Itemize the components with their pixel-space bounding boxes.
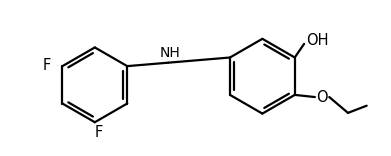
Text: F: F — [43, 58, 51, 73]
Text: F: F — [94, 125, 102, 140]
Text: NH: NH — [160, 46, 180, 60]
Text: OH: OH — [306, 34, 328, 49]
Text: O: O — [316, 90, 328, 105]
